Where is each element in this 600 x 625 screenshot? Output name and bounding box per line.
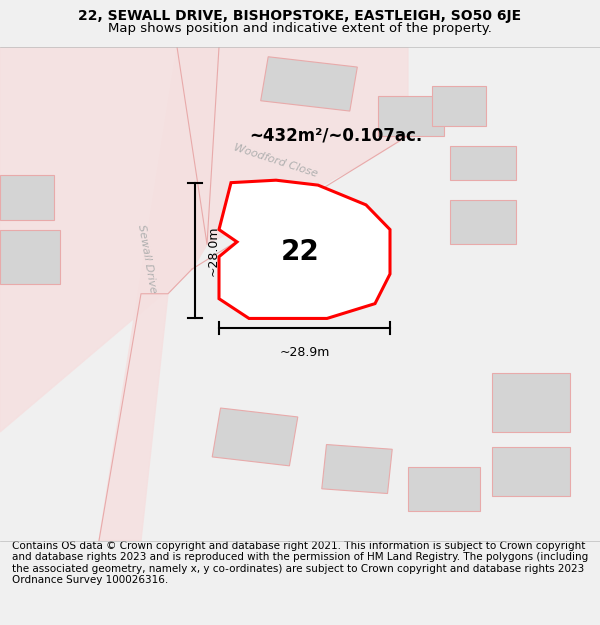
Text: Map shows position and indicative extent of the property.: Map shows position and indicative extent…: [108, 22, 492, 35]
Text: ~28.9m: ~28.9m: [280, 346, 329, 359]
Polygon shape: [260, 57, 358, 111]
Polygon shape: [0, 229, 60, 284]
Polygon shape: [212, 408, 298, 466]
Polygon shape: [0, 175, 54, 219]
Text: Contains OS data © Crown copyright and database right 2021. This information is : Contains OS data © Crown copyright and d…: [12, 541, 588, 586]
Polygon shape: [378, 96, 444, 136]
Polygon shape: [408, 466, 480, 511]
Text: Sewall Drive: Sewall Drive: [136, 224, 158, 294]
Polygon shape: [322, 444, 392, 494]
Text: 22, SEWALL DRIVE, BISHOPSTOKE, EASTLEIGH, SO50 6JE: 22, SEWALL DRIVE, BISHOPSTOKE, EASTLEIGH…: [79, 9, 521, 23]
Polygon shape: [450, 200, 516, 244]
Text: ~432m²/~0.107ac.: ~432m²/~0.107ac.: [250, 127, 422, 145]
Polygon shape: [432, 86, 486, 126]
Polygon shape: [0, 47, 408, 432]
Text: 22: 22: [281, 238, 319, 266]
Text: Woodford Close: Woodford Close: [233, 142, 319, 179]
Polygon shape: [99, 47, 219, 541]
Text: ~28.0m: ~28.0m: [207, 225, 220, 276]
Polygon shape: [450, 146, 516, 180]
Polygon shape: [492, 447, 570, 496]
Polygon shape: [219, 180, 390, 318]
Polygon shape: [492, 372, 570, 432]
